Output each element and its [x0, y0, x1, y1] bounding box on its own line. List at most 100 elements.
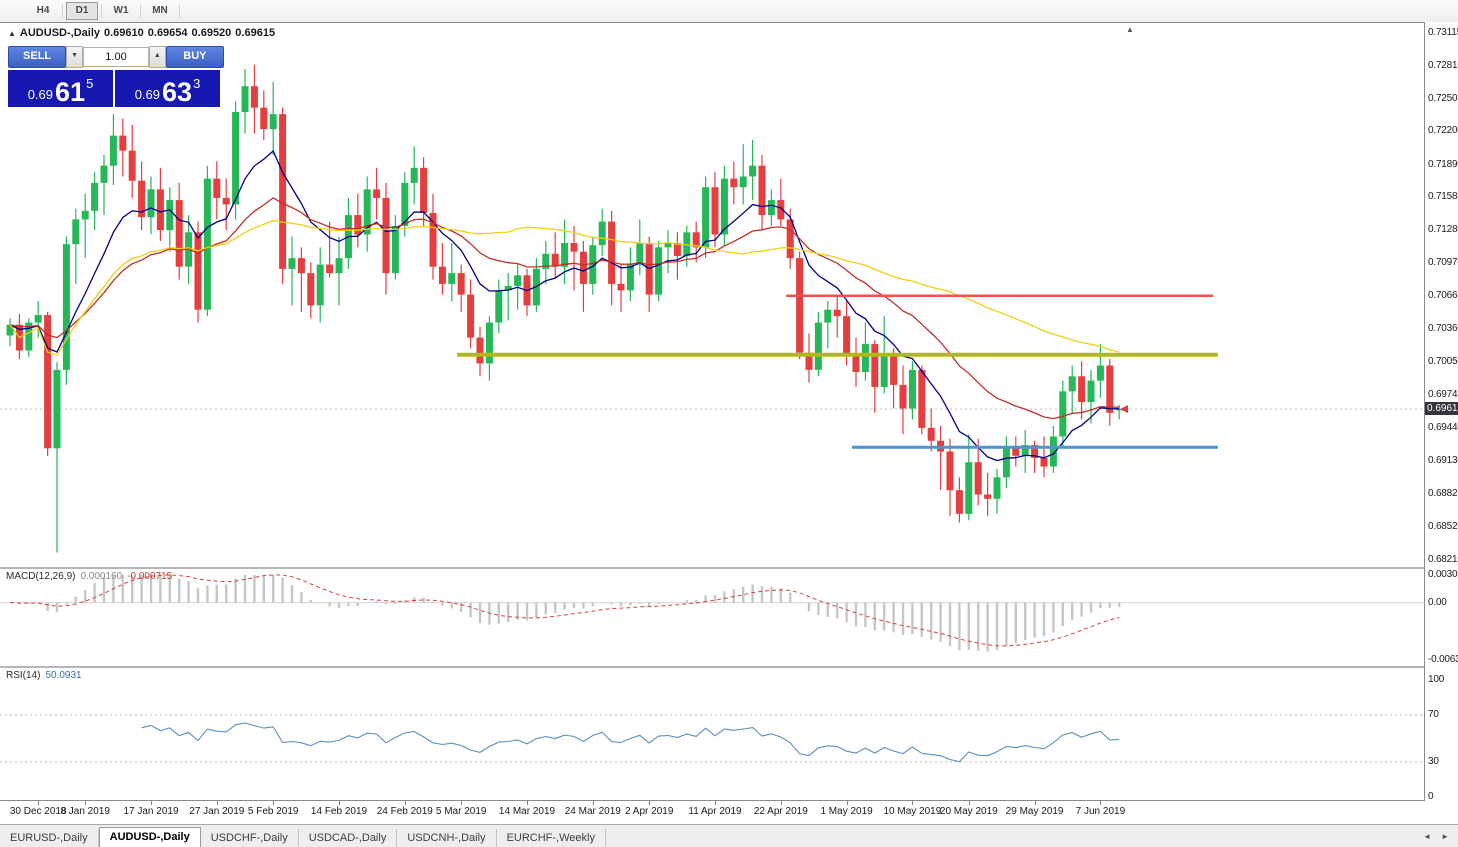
- timeframe-button-d1[interactable]: D1: [66, 2, 98, 20]
- toolbar-separator: [179, 4, 180, 18]
- trade-price-row: 0.69 61 5 0.69 63 3: [8, 70, 224, 107]
- price-axis-label: 0.70665: [1428, 290, 1458, 302]
- date-label: 22 Apr 2019: [753, 806, 808, 817]
- date-tick: [592, 801, 594, 805]
- date-label: 20 May 2019: [939, 806, 998, 817]
- rsi-axis-label: 0: [1428, 791, 1434, 802]
- toolbar-separator: [140, 4, 141, 18]
- rsi-indicator-canvas[interactable]: [0, 668, 1424, 800]
- one-click-toggle-icon[interactable]: ▲: [8, 29, 16, 38]
- rsi-label: RSI(14) 50.0931: [6, 670, 82, 681]
- price-axis-label: 0.71585: [1428, 191, 1458, 203]
- date-tick: [649, 801, 651, 805]
- timeframe-button-w1[interactable]: W1: [113, 5, 129, 16]
- ohlc-close: 0.69615: [235, 27, 276, 39]
- chart-tab-audusd-daily[interactable]: AUDUSD-,Daily: [98, 827, 201, 847]
- buy-button[interactable]: BUY: [165, 45, 224, 68]
- sell-button[interactable]: SELL: [8, 45, 67, 68]
- date-tick: [339, 801, 340, 805]
- date-label: 5 Mar 2019: [435, 806, 487, 817]
- date-tick: [715, 801, 716, 805]
- date-label: 2 Apr 2019: [625, 806, 674, 817]
- date-label: 17 Jan 2019: [123, 806, 179, 817]
- macd-panel-separator[interactable]: [0, 567, 1424, 569]
- date-tick: [1034, 801, 1036, 805]
- chart-tabs: EURUSD-,Daily AUDUSD-,Daily USDCHF-,Daily U…: [0, 827, 606, 847]
- date-tick: [527, 801, 528, 805]
- date-axis[interactable]: 30 Dec 2018 8 Jan 2019 17 Jan 2019 27 Jan 2…: [0, 801, 1424, 824]
- date-tick: [461, 801, 463, 805]
- chart-title: ▲ AUDUSD-,Daily 0.69610 0.69654 0.69520 0.696…: [8, 27, 279, 39]
- price-axis-label: 0.68825: [1428, 487, 1458, 499]
- chart-tab-eurchf-weekly[interactable]: EURCHF-,Weekly: [497, 829, 606, 847]
- date-tick: [1100, 801, 1102, 805]
- date-label: 24 Mar 2019: [564, 806, 621, 817]
- macd-axis-label: 0.003035: [1428, 569, 1458, 580]
- rsi-axis-label: 70: [1428, 709, 1439, 721]
- macd-label: MACD(12,26,9) 0.000160 -0.000715: [6, 571, 172, 582]
- date-label: 14 Mar 2019: [498, 806, 556, 817]
- macd-indicator-canvas[interactable]: [0, 569, 1424, 666]
- date-tick: [38, 801, 40, 805]
- timeframe-button-mn[interactable]: MN: [152, 5, 168, 16]
- lot-size-input[interactable]: [83, 46, 149, 67]
- date-tick: [404, 801, 406, 805]
- lot-decrease-button[interactable]: ▼: [66, 45, 83, 68]
- date-label: 7 Jun 2019: [1075, 806, 1126, 817]
- chart-tab-usdcad-daily[interactable]: USDCAD-,Daily: [299, 829, 398, 847]
- rsi-panel-separator[interactable]: [0, 666, 1424, 668]
- date-label: 30 Dec 2018: [9, 806, 67, 817]
- sell-price-point: 5: [86, 76, 94, 91]
- chart-tab-usdchf-daily[interactable]: USDCHF-,Daily: [201, 829, 299, 847]
- price-axis-label: 0.69745: [1428, 389, 1458, 401]
- macd-main-value: 0.000160: [80, 571, 123, 582]
- chart-tab-eurusd-daily[interactable]: EURUSD-,Daily: [0, 829, 99, 847]
- ohlc-high: 0.69654: [147, 27, 188, 39]
- ohlc-open: 0.69610: [104, 27, 144, 39]
- autoscroll-marker-icon[interactable]: ▲: [1126, 25, 1134, 34]
- toolbar-separator: [62, 4, 63, 18]
- buy-price-pips: 63: [162, 77, 193, 108]
- lot-increase-button[interactable]: ▲: [149, 45, 166, 68]
- price-axis-label: 0.72505: [1428, 92, 1458, 104]
- timeframe-button-h4[interactable]: H4: [36, 5, 50, 16]
- date-label: 1 May 2019: [820, 806, 873, 817]
- date-tick: [151, 801, 152, 805]
- date-tick: [216, 801, 218, 805]
- sell-price-prefix: 0.69: [27, 87, 54, 102]
- date-label: 27 Jan 2019: [189, 806, 245, 817]
- macd-name: MACD(12,26,9): [6, 571, 76, 582]
- toolbar-separator: [101, 4, 102, 18]
- chart-symbol-label: AUDUSD-,Daily: [19, 27, 100, 39]
- date-tick: [846, 801, 848, 805]
- macd-axis-label: 0.00: [1428, 596, 1447, 608]
- main-chart-canvas[interactable]: [0, 22, 1424, 567]
- chart-frame-bottom: [0, 800, 1425, 801]
- chart-tab-bar: EURUSD-,Daily AUDUSD-,Daily USDCHF-,Daily U…: [0, 824, 1458, 847]
- tab-scroll-right-icon[interactable]: ►: [1441, 832, 1449, 841]
- macd-signal-value: -0.000715: [127, 571, 173, 582]
- tab-scroll-left-icon[interactable]: ◄: [1423, 832, 1432, 841]
- date-label: 29 May 2019: [1005, 806, 1064, 817]
- timeframe-button-group: H4 D1 W1 MN: [26, 0, 182, 22]
- chart-frame-right: [1424, 22, 1425, 801]
- ohlc-low: 0.69520: [191, 27, 232, 39]
- date-tick: [912, 801, 914, 805]
- buy-price-display[interactable]: 0.69 63 3: [115, 70, 220, 107]
- trade-controls-row: SELL ▼ ▲ BUY: [8, 45, 224, 68]
- date-label: 8 Jan 2019: [60, 806, 110, 817]
- sell-price-display[interactable]: 0.69 61 5: [8, 70, 113, 107]
- chart-tab-usdcnh-daily[interactable]: USDCNH-,Daily: [397, 829, 497, 847]
